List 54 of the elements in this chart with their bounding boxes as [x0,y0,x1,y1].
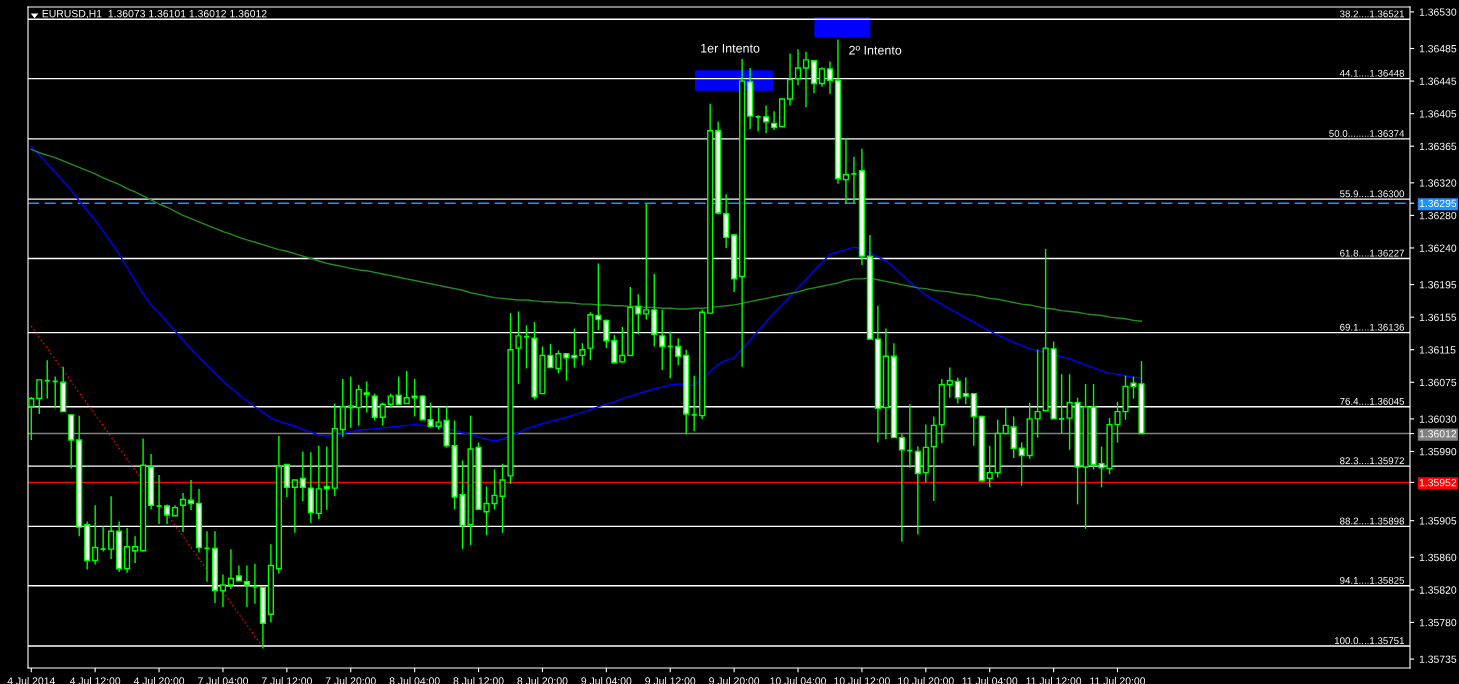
y-tick-label: 1.36295 [1419,199,1457,208]
ref-line-label: 88.2....1.35898 [1340,517,1405,525]
annotation: 1er Intento [701,43,760,53]
y-tick-label: 1.36115 [1419,346,1456,354]
y-tick-label: 1.36405 [1419,110,1457,118]
x-tick-label: 9 Jul 04:00 [581,677,632,684]
y-tick-label: 1.36012 [1419,430,1457,438]
x-tick-label: 7 Jul 12:00 [261,677,312,684]
ref-line-label: 76.4....1.36045 [1340,397,1405,405]
ref-line-label: 94.1....1.35825 [1340,576,1405,584]
ref-line-label: 100.0....1.35751 [1334,637,1404,645]
y-tick-label: 1.35860 [1419,553,1457,562]
x-tick-label: 10 Jul 12:00 [834,677,890,684]
y-tick-label: 1.35905 [1419,517,1457,525]
y-tick-label: 1.36155 [1419,313,1457,322]
x-tick-label: 10 Jul 04:00 [770,677,827,684]
ref-line-label: 50.0........1.36374 [1329,130,1405,137]
x-tick-label: 8 Jul 04:00 [389,677,440,684]
x-tick-label: 4 Jul 20:00 [133,677,185,684]
y-tick-label: 1.35735 [1419,655,1457,663]
y-tick-label: 1.35780 [1419,618,1457,627]
y-tick-label: 1.36195 [1419,281,1457,289]
x-tick-label: 11 Jul 04:00 [962,677,1018,684]
x-tick-label: 7 Jul 04:00 [198,677,249,684]
ref-line-label: 69.1....1.36136 [1340,323,1405,331]
annotation: 2º Intento [849,45,902,55]
x-tick-label: 8 Jul 20:00 [517,677,568,684]
x-tick-label: 7 Jul 20:00 [325,677,376,684]
y-tick-label: 1.36485 [1419,45,1457,53]
y-tick-label: 1.35952 [1419,478,1457,487]
x-tick-label: 9 Jul 12:00 [645,677,696,684]
x-tick-label: 11 Jul 12:00 [1026,677,1082,684]
ref-line-label: 38.2....1.36521 [1339,10,1404,18]
y-tick-label: 1.36320 [1419,179,1457,187]
x-tick-label: 4 Jul 12:00 [69,677,121,684]
ref-line-label: 82.3....1.35972 [1340,457,1404,465]
x-tick-label: 9 Jul 20:00 [709,677,760,684]
y-tick-label: 1.36240 [1419,244,1457,252]
ref-line-label: 44.1....1.36448 [1339,69,1405,77]
y-tick-label: 1.35990 [1419,447,1457,456]
ref-line-label: 61.8....1.36227 [1340,249,1404,257]
y-tick-label: 1.36280 [1419,211,1457,220]
y-tick-label: 1.36030 [1419,415,1457,423]
x-tick-label: 11 Jul 20:00 [1090,677,1146,684]
y-tick-label: 1.36530 [1419,8,1457,16]
y-tick-label: 1.36075 [1419,378,1457,387]
y-tick-label: 1.36365 [1419,142,1457,151]
x-tick-label: 8 Jul 12:00 [453,677,504,684]
x-tick-label: 10 Jul 20:00 [898,677,954,684]
y-tick-label: 1.35820 [1419,586,1457,594]
y-tick-label: 1.36445 [1419,77,1457,85]
ref-line-label: 55.9....1.36300 [1340,190,1405,198]
chart-title: EURUSD,H1 1.36073 1.36101 1.36012 1.36012 [42,9,267,19]
x-tick-label: 4 Jul 2014 [7,677,56,684]
